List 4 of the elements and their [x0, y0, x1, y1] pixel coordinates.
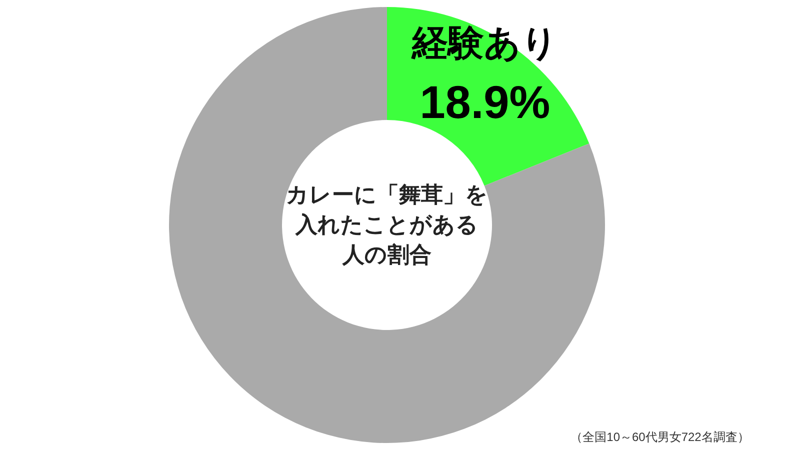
data-label: 18.9%: [420, 76, 550, 128]
text: カレーに「舞茸」を入れたことがある人の割合: [286, 182, 488, 267]
text: （全国10～60代男女722名調査）: [570, 430, 750, 444]
donut-slice: [169, 7, 605, 443]
